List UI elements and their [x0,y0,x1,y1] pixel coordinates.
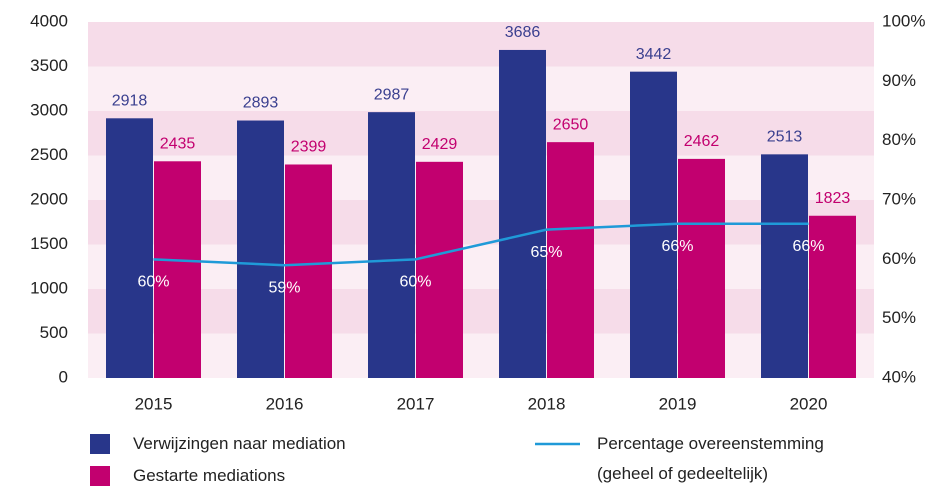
grid-band [88,244,874,289]
y-tick-label: 1000 [30,278,68,297]
value-label: 65% [530,244,562,261]
line [153,222,809,267]
grid-band [88,155,874,200]
y-tick-label: 3000 [30,100,68,119]
bar [106,118,153,378]
value-label: 2650 [553,116,589,133]
y2-tick-label: 80% [882,130,916,149]
value-label: 2462 [684,133,720,150]
y-tick-label: 3500 [30,56,68,75]
bar [285,164,332,378]
bar [154,161,201,378]
legend-label: Verwijzingen naar mediation [133,434,346,453]
bar [547,142,594,378]
bar [499,49,546,379]
value-label: 3686 [505,24,541,41]
x-tick-label: 2018 [528,394,566,413]
y2-tick-label: 60% [882,249,916,268]
legend-label: Gestarte mediations [133,466,286,485]
value-label: 60% [399,274,431,291]
bar [678,158,725,378]
legend-label: Percentage overeenstemming (geheel of ge… [597,434,824,483]
value-label: 3442 [636,46,672,63]
value-label: 2399 [291,139,327,156]
grid-band [88,289,874,334]
legend-swatch [90,434,110,454]
grid-band [88,111,874,156]
grid-band [88,22,874,67]
bar [761,154,808,378]
value-label: 59% [268,279,300,296]
y-tick-label: 4000 [30,11,68,30]
legend-swatch [90,466,110,486]
y-tick-label: 500 [40,323,68,342]
y2-tick-label: 50% [882,308,916,327]
value-label: 2435 [160,136,196,153]
value-label: 66% [661,238,693,255]
value-label: 66% [792,238,824,255]
bar [809,215,856,378]
y-tick-label: 2000 [30,189,68,208]
value-label: 1823 [815,190,851,207]
grid-band [88,200,874,245]
x-tick-label: 2015 [135,394,173,413]
y-tick-label: 0 [59,367,68,386]
value-label: 2987 [374,86,410,103]
value-label: 60% [137,274,169,291]
y-tick-label: 2500 [30,145,68,164]
value-label: 2918 [112,93,148,110]
grid-band [88,66,874,111]
x-tick-label: 2020 [790,394,828,413]
x-tick-label: 2019 [659,394,697,413]
x-tick-label: 2016 [266,394,304,413]
bar [368,112,415,379]
y-tick-label: 1500 [30,234,68,253]
y2-tick-label: 90% [882,71,916,90]
y2-tick-label: 70% [882,189,916,208]
value-label: 2893 [243,95,279,112]
bar [237,120,284,378]
y2-tick-label: 100% [882,11,925,30]
value-label: 2429 [422,136,458,153]
x-tick-label: 2017 [397,394,435,413]
value-label: 2513 [767,129,803,146]
y2-tick-label: 40% [882,367,916,386]
grid-band [88,333,874,378]
bar [416,161,463,378]
